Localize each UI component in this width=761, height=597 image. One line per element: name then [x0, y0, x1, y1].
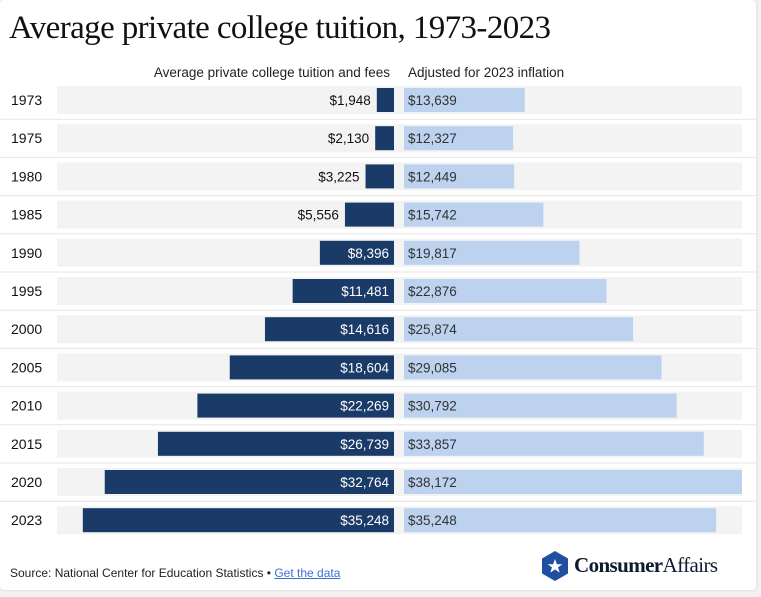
- adjusted-tuition-bar: [404, 317, 634, 342]
- row-background: [57, 162, 742, 191]
- adjusted-tuition-bar: [404, 508, 717, 533]
- adjusted-tuition-label: $35,248: [408, 513, 457, 528]
- nominal-tuition-bar: [264, 317, 394, 342]
- nominal-tuition-bar: [375, 126, 394, 151]
- row-background: [57, 124, 742, 153]
- nominal-tuition-label: $26,739: [340, 437, 389, 452]
- nominal-tuition-label: $2,130: [328, 131, 369, 146]
- nominal-tuition-label: $14,616: [340, 322, 389, 337]
- year-label: 2010: [11, 398, 42, 414]
- nominal-tuition-label: $8,396: [348, 246, 389, 261]
- chart-title: Average private college tuition, 1973-20…: [9, 10, 551, 46]
- adjusted-tuition-bar: [404, 126, 514, 151]
- nominal-tuition-label: $35,248: [340, 513, 389, 528]
- year-label: 1980: [11, 168, 42, 184]
- adjusted-tuition-label: $12,327: [408, 131, 457, 146]
- adjusted-tuition-bar: [404, 164, 515, 189]
- year-label: 1995: [11, 283, 42, 299]
- year-label: 2023: [11, 512, 42, 528]
- source-footer: Source: National Center for Education St…: [10, 566, 340, 580]
- nominal-tuition-bar: [319, 240, 394, 265]
- year-label: 1985: [11, 207, 42, 223]
- nominal-tuition-bar: [229, 355, 394, 380]
- adjusted-tuition-label: $22,876: [408, 284, 457, 299]
- nominal-tuition-label: $3,225: [318, 169, 359, 184]
- nominal-tuition-bar: [376, 88, 394, 112]
- nominal-tuition-label: $11,481: [341, 284, 389, 299]
- source-text: Source: National Center for Education St…: [10, 566, 271, 580]
- adjusted-tuition-bar: [404, 202, 544, 227]
- row-background: [57, 200, 742, 229]
- get-data-link[interactable]: Get the data: [274, 566, 341, 580]
- nominal-tuition-label: $1,948: [330, 93, 371, 108]
- year-label: 1990: [11, 245, 42, 261]
- nominal-tuition-bar: [197, 393, 394, 418]
- right-column-header: Adjusted for 2023 inflation: [408, 65, 565, 80]
- nominal-tuition-bar: [292, 279, 394, 303]
- row-background: [57, 238, 742, 267]
- adjusted-tuition-bar: [404, 470, 742, 494]
- adjusted-tuition-label: $13,639: [408, 93, 457, 108]
- adjusted-tuition-label: $29,085: [408, 360, 457, 375]
- year-label: 1975: [11, 130, 42, 146]
- row-background: [57, 86, 742, 114]
- adjusted-tuition-label: $33,857: [408, 437, 457, 452]
- nominal-tuition-bar: [344, 202, 394, 227]
- row-background: [57, 315, 742, 344]
- logo-word-bold: Consumer: [574, 553, 663, 577]
- adjusted-tuition-label: $30,792: [408, 399, 457, 414]
- nominal-tuition-label: $32,764: [340, 475, 389, 490]
- nominal-tuition-label: $18,604: [340, 360, 389, 375]
- row-background: [57, 277, 742, 305]
- adjusted-tuition-bar: [404, 240, 580, 265]
- adjusted-tuition-bar: [404, 393, 677, 418]
- nominal-tuition-bar: [365, 164, 394, 189]
- adjusted-tuition-label: $38,172: [408, 475, 457, 490]
- logo-wordmark: ConsumerAffairs: [574, 553, 719, 578]
- adjusted-tuition-label: $19,817: [408, 246, 457, 261]
- nominal-tuition-label: $5,556: [298, 208, 339, 223]
- year-label: 1973: [11, 92, 42, 108]
- nominal-tuition-label: $22,269: [340, 399, 389, 414]
- adjusted-tuition-label: $15,742: [408, 208, 457, 223]
- year-label: 2000: [11, 321, 42, 337]
- logo-word-thin: Affairs: [662, 553, 719, 577]
- bar-chart: 1973 $1,948 $13,639 1975 $2,130 $12,327 1980 $3…: [0, 86, 756, 535]
- nominal-tuition-bar: [157, 431, 394, 456]
- adjusted-tuition-bar: [404, 279, 607, 303]
- year-label: 2005: [11, 359, 42, 375]
- adjusted-tuition-label: $12,449: [408, 169, 457, 184]
- adjusted-tuition-label: $25,874: [408, 322, 457, 337]
- adjusted-tuition-bar: [404, 355, 662, 380]
- adjusted-tuition-bar: [404, 88, 525, 112]
- year-label: 2020: [11, 474, 42, 490]
- left-column-header: Average private college tuition and fees: [153, 65, 390, 80]
- adjusted-tuition-bar: [404, 431, 704, 456]
- year-label: 2015: [11, 436, 42, 452]
- nominal-tuition-bar: [104, 470, 394, 494]
- nominal-tuition-bar: [82, 508, 394, 533]
- star-badge-icon: [542, 551, 568, 581]
